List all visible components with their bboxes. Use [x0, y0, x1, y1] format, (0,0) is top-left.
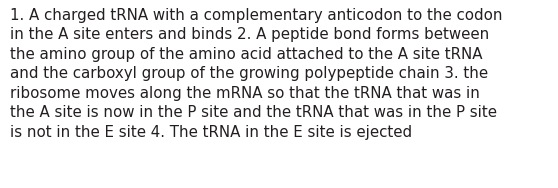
Text: 1. A charged tRNA with a complementary anticodon to the codon
in the A site ente: 1. A charged tRNA with a complementary a…	[10, 8, 503, 140]
